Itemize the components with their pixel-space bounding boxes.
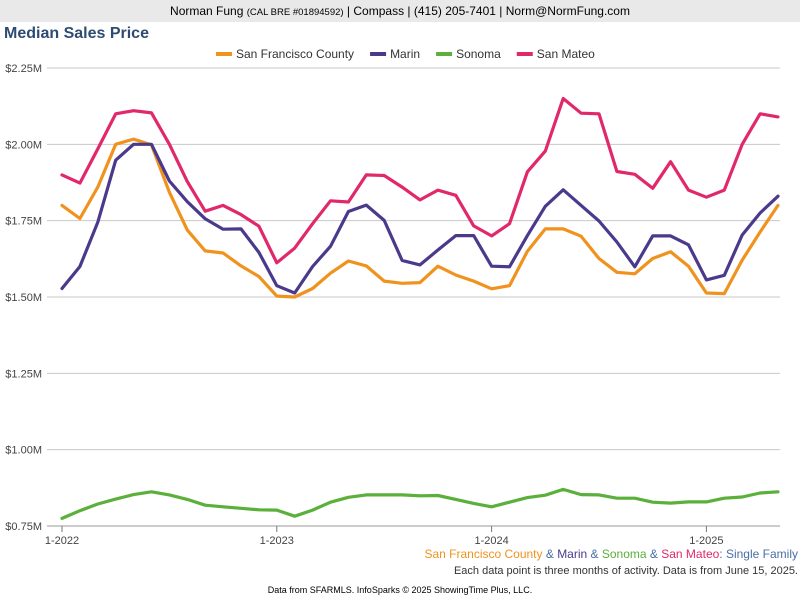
x-tick-label: 1-2022: [45, 535, 79, 547]
legend-label: San Mateo: [537, 47, 595, 61]
header-separator: |: [407, 4, 411, 18]
agent-email[interactable]: Norm@NormFung.com: [505, 4, 630, 18]
series-line-san-mateo: [60, 96, 780, 265]
header-separator: |: [499, 4, 503, 18]
agent-name: Norman Fung: [170, 4, 244, 18]
caption-part: Sonoma: [601, 547, 647, 561]
agent-license: (CAL BRE #01894592): [246, 7, 344, 18]
y-tick-label: $1.75M: [5, 216, 42, 228]
data-note: Each data point is three months of activ…: [453, 565, 798, 577]
chart-caption: San Francisco County & Marin & Sonoma & …: [424, 547, 798, 561]
series-line-marin: [60, 142, 780, 295]
x-tick-label: 1-2023: [260, 535, 294, 547]
series-line-sonoma: [60, 487, 780, 521]
y-tick-label: $2.00M: [5, 139, 42, 151]
legend-label: San Francisco County: [236, 47, 354, 61]
chart-title: Median Sales Price: [4, 25, 149, 42]
series-line-san-francisco-county: [60, 137, 780, 299]
source-footer: Data from SFARMLS. InfoSparks © 2025 Sho…: [267, 585, 533, 595]
y-tick-label: $1.25M: [5, 368, 42, 380]
header-bar: Norman Fung (CAL BRE #01894592) | Compas…: [0, 0, 800, 22]
caption-part: &: [646, 547, 662, 561]
x-tick-label: 1-2024: [474, 535, 508, 547]
y-tick-label: $1.00M: [5, 445, 42, 457]
y-tick-label: $0.75M: [5, 521, 42, 533]
y-tick-label: $1.50M: [5, 292, 42, 304]
caption-part: &: [542, 547, 558, 561]
caption-part: San Francisco County: [424, 547, 543, 561]
agent-company: Compass: [353, 4, 405, 18]
caption-part: Marin: [557, 547, 588, 561]
header-separator: |: [346, 4, 351, 18]
caption-part: &: [587, 547, 602, 561]
legend-label: Sonoma: [456, 47, 501, 61]
caption-part: : Single Family: [719, 547, 798, 561]
agent-phone: (415) 205-7401: [413, 4, 496, 18]
caption-part: San Mateo: [661, 547, 720, 561]
x-tick-label: 1-2025: [689, 535, 723, 547]
y-tick-label: $2.25M: [5, 63, 42, 75]
legend-label: Marin: [390, 47, 420, 61]
